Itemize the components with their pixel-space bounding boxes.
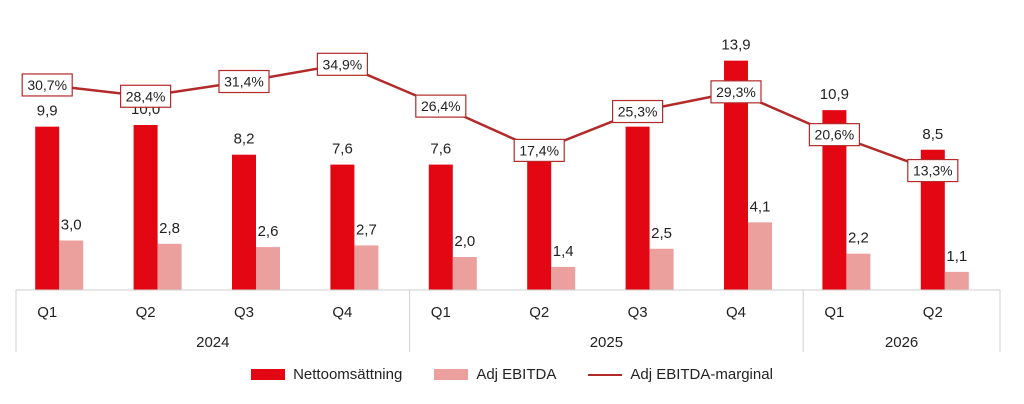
data-label-adj-ebitda: 2,5 [651, 225, 672, 242]
data-label-box-marginal [119, 84, 172, 108]
data-label-box-marginal [218, 69, 270, 94]
data-label-marginal: 17,4% [519, 142, 559, 158]
data-label-marginal: 26,4% [421, 98, 461, 114]
data-label-box-marginal [907, 158, 959, 183]
x-group-label: 2024 [196, 334, 229, 351]
data-label-box-marginal [710, 80, 762, 104]
bar-nettoomsattning [330, 164, 355, 290]
data-label-marginal: 30,7% [27, 77, 67, 93]
data-label-adj-ebitda: 4,1 [750, 198, 771, 215]
data-label-adj-ebitda: 2,0 [454, 233, 475, 250]
x-group-label: 2026 [885, 334, 918, 351]
data-label-nettoomsattning: 13,9 [721, 37, 750, 54]
data-label-marginal: 29,3% [716, 84, 756, 100]
legend-swatch-adj-ebitda [434, 369, 469, 380]
data-label-adj-ebitda: 2,8 [159, 220, 180, 237]
legend-swatch-nettoomsattning [251, 369, 286, 380]
bar-adj-ebitda [846, 253, 871, 290]
legend: Nettoomsättning Adj EBITDA Adj EBITDA-ma… [0, 366, 1024, 383]
bar-adj-ebitda [59, 240, 84, 290]
bar-nettoomsattning [133, 125, 158, 290]
x-tick-label: Q2 [529, 304, 549, 321]
data-label-adj-ebitda: 1,1 [946, 248, 967, 265]
x-tick-label: Q4 [726, 304, 746, 321]
x-tick-label: Q1 [431, 304, 451, 321]
x-tick-label: Q2 [923, 304, 943, 321]
data-label-adj-ebitda: 3,0 [61, 217, 82, 234]
x-tick-label: Q1 [37, 304, 57, 321]
legend-item-adj-ebitda-marginal: Adj EBITDA-marginal [588, 366, 773, 383]
x-tick-label: Q4 [332, 304, 352, 321]
x-tick-label: Q2 [136, 304, 156, 321]
bar-adj-ebitda [944, 271, 969, 290]
data-label-box-marginal [513, 138, 565, 162]
bar-nettoomsattning [35, 126, 60, 291]
data-label-box-marginal [415, 94, 467, 118]
bar-adj-ebitda [256, 247, 280, 290]
legend-label-nettoomsattning: Nettoomsättning [293, 366, 403, 383]
x-tick-label: Q1 [824, 304, 844, 321]
data-label-box-marginal [808, 123, 861, 147]
bar-nettoomsattning [527, 161, 552, 290]
data-label-box-marginal [316, 52, 368, 76]
data-label-box-marginal [611, 99, 664, 124]
x-tick-label: Q3 [628, 304, 648, 321]
data-label-nettoomsattning: 7,6 [430, 141, 451, 158]
bar-adj-ebitda [157, 243, 182, 290]
legend-swatch-adj-ebitda-marginal [588, 373, 623, 376]
x-group-label: 2025 [590, 334, 623, 351]
chart-svg: 9,93,010,02,88,22,67,62,77,62,07,81,49,9… [15, 37, 1001, 352]
data-label-box-marginal [21, 73, 73, 97]
legend-item-nettoomsattning: Nettoomsättning [251, 366, 402, 383]
data-label-marginal: 20,6% [815, 127, 855, 143]
data-label-marginal: 28,4% [126, 88, 166, 104]
data-label-adj-ebitda: 1,4 [553, 243, 574, 260]
legend-item-adj-ebitda: Adj EBITDA [434, 366, 556, 383]
x-tick-label: Q3 [234, 304, 254, 321]
bar-adj-ebitda [748, 222, 772, 290]
bar-nettoomsattning [428, 164, 453, 290]
data-label-nettoomsattning: 10,9 [820, 86, 849, 103]
legend-label-adj-ebitda: Adj EBITDA [476, 366, 557, 383]
data-label-marginal: 13,3% [913, 163, 953, 179]
data-label-adj-ebitda: 2,2 [848, 230, 869, 247]
line-adj-ebitda-marginal [47, 62, 934, 172]
bar-nettoomsattning [232, 154, 256, 290]
data-label-marginal: 25,3% [618, 104, 658, 120]
data-label-marginal: 34,9% [323, 56, 363, 72]
data-label-marginal: 31,4% [224, 74, 264, 90]
data-label-nettoomsattning: 9,9 [37, 103, 58, 120]
bar-adj-ebitda [452, 257, 477, 290]
data-label-nettoomsattning: 8,2 [234, 131, 255, 148]
legend-label-adj-ebitda-marginal: Adj EBITDA-marginal [630, 366, 773, 383]
data-label-nettoomsattning: 7,6 [332, 141, 353, 158]
data-label-adj-ebitda: 2,6 [258, 223, 279, 240]
bar-adj-ebitda [649, 248, 674, 290]
bar-adj-ebitda [354, 245, 379, 290]
data-label-nettoomsattning: 8,5 [922, 126, 943, 143]
bar-adj-ebitda [551, 266, 576, 290]
data-label-adj-ebitda: 2,7 [356, 221, 377, 238]
bar-nettoomsattning [625, 126, 650, 291]
